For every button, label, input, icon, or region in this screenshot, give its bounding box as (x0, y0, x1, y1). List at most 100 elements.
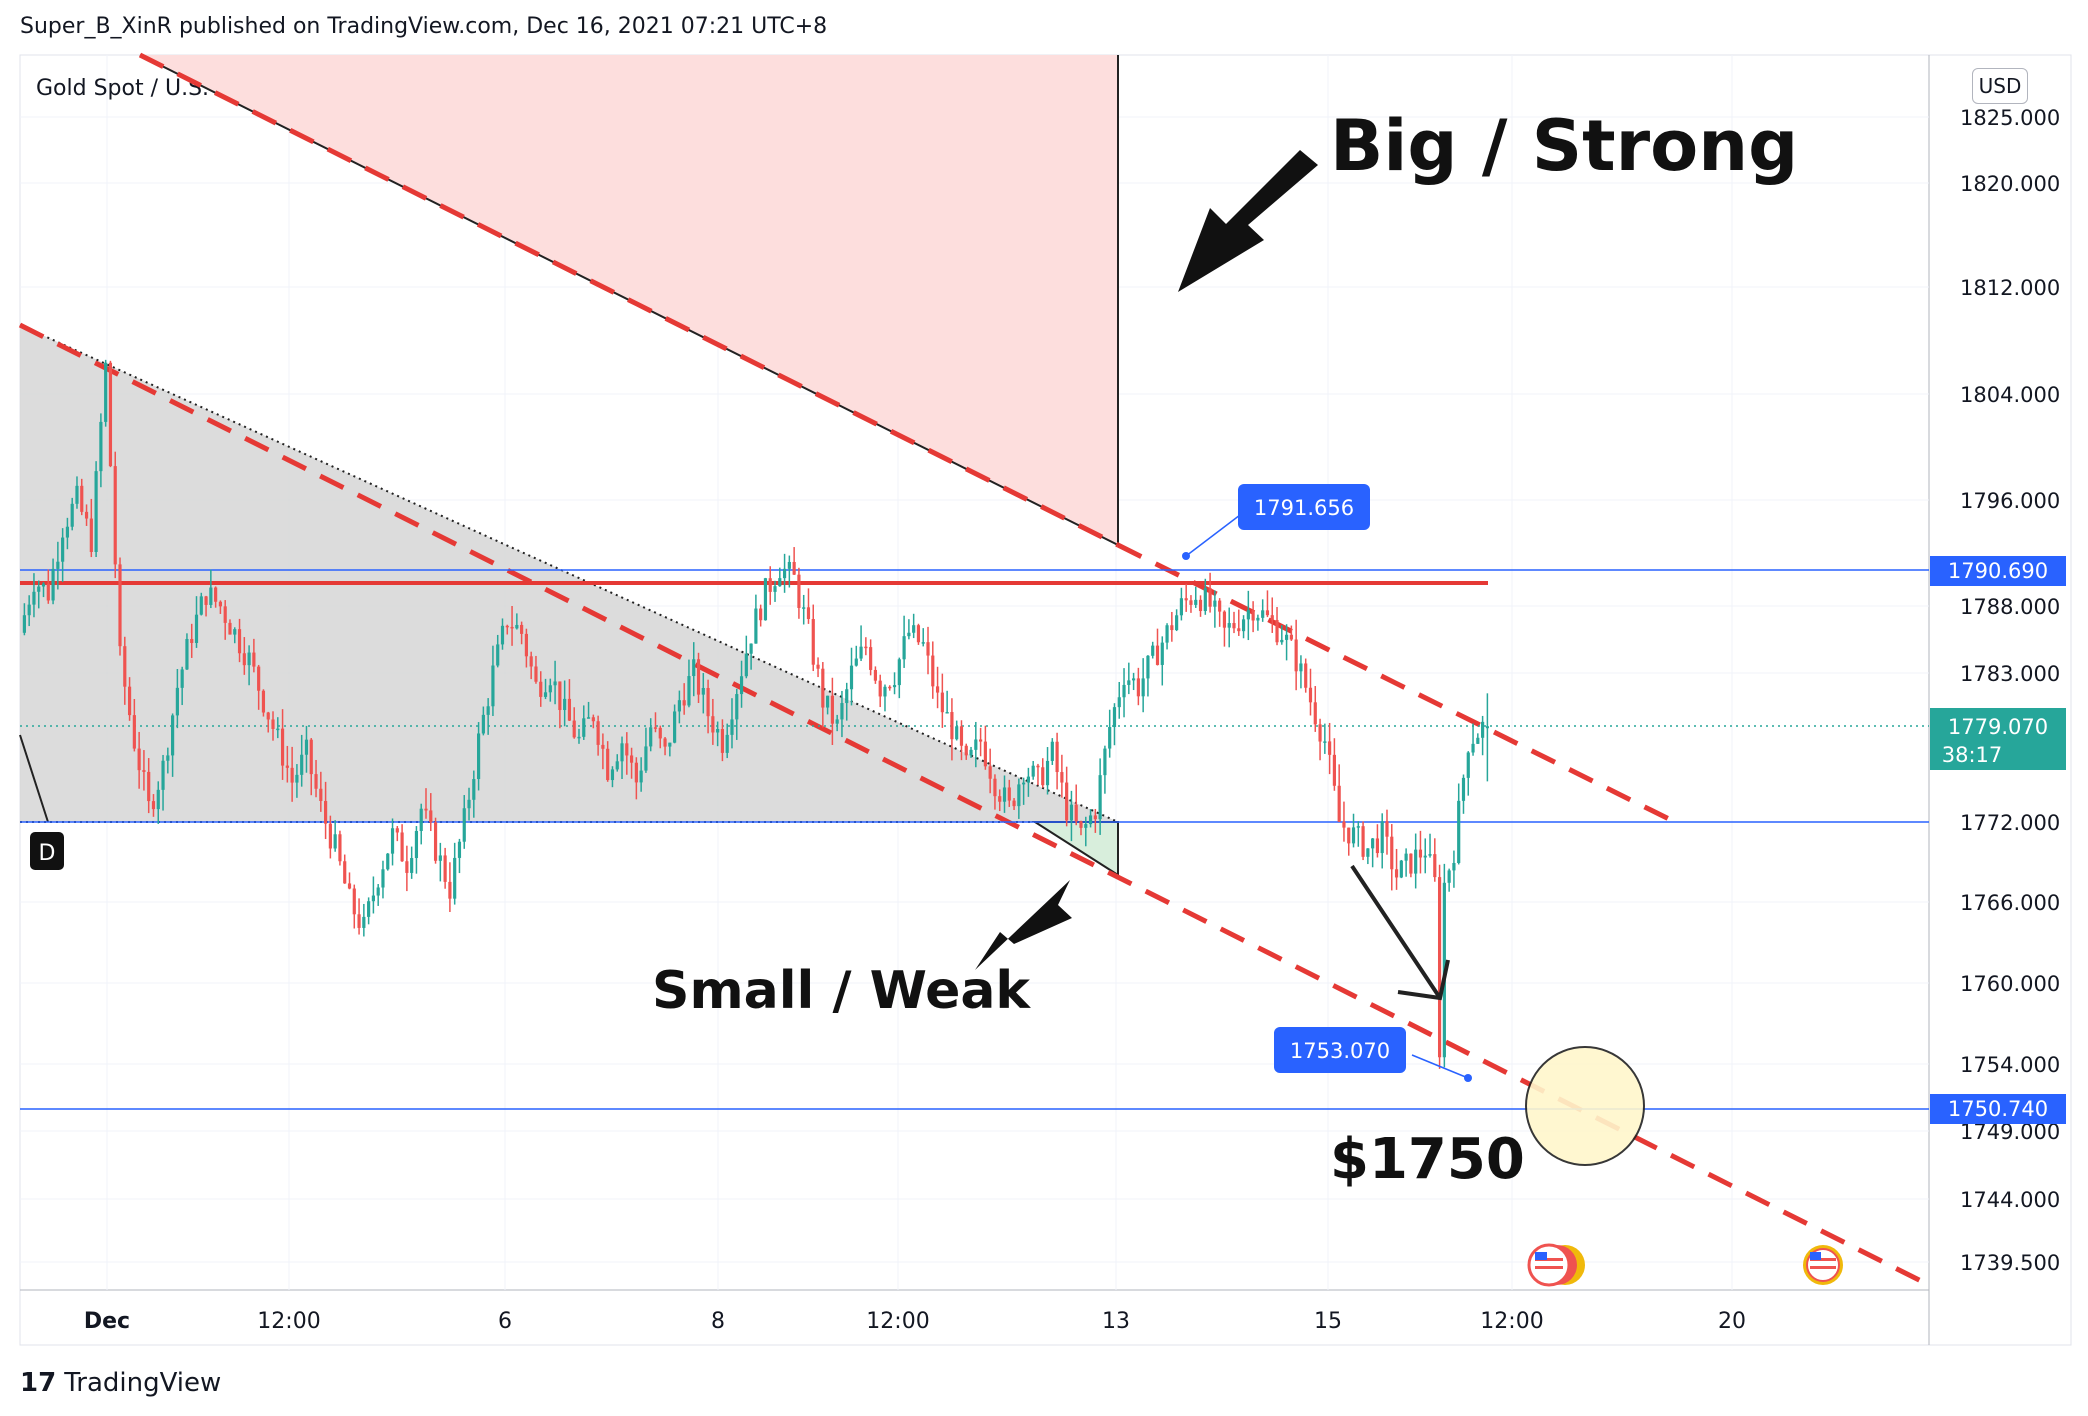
symbol-legend: Gold Spot / U.S. Dollar, 1h, OANDA 1779.… (36, 76, 750, 101)
candle-body (706, 687, 710, 717)
countdown-tag: 38:17 (1942, 743, 2003, 767)
candle-body (1394, 869, 1399, 878)
candle-body (1031, 765, 1035, 777)
candle-body (539, 681, 543, 697)
candle-body (1203, 588, 1207, 612)
candle-body (304, 739, 309, 755)
candle-body (381, 869, 385, 888)
big-strong-label: Big / Strong (1330, 105, 1798, 187)
candle-body (902, 636, 906, 660)
candle-body (673, 711, 677, 743)
candle-body (596, 721, 600, 745)
legend-price: 1779.070 (434, 76, 540, 101)
candle-body (1088, 815, 1093, 825)
candle-body (1280, 639, 1284, 643)
candle-body (1371, 838, 1375, 849)
x-tick-label: 12:00 (257, 1309, 320, 1334)
candle-body (147, 771, 151, 802)
candle-body (1122, 684, 1126, 698)
candle-body (142, 770, 146, 772)
candle-body (1146, 655, 1150, 679)
candle-body (1409, 853, 1413, 874)
candle-body (1452, 862, 1456, 871)
candle-body (1022, 782, 1026, 785)
candle-body (132, 715, 136, 749)
candle-body (1284, 634, 1289, 640)
candle-body (410, 858, 414, 873)
candle-body (883, 686, 887, 697)
candle-body (161, 760, 165, 790)
gray-triangle (20, 325, 1118, 822)
tradingview-logo-icon: 17 (20, 1368, 57, 1398)
candle-body (405, 861, 409, 873)
y-tick-label: 1744.000 (1960, 1188, 2060, 1212)
x-tick-label: 15 (1314, 1309, 1342, 1334)
candle-body (1127, 680, 1131, 685)
candle-body (1136, 678, 1140, 697)
candle-body (1318, 724, 1322, 742)
candle-body (763, 578, 768, 621)
session-marker-box (30, 832, 64, 870)
candle-body (854, 658, 858, 666)
candle-body (1366, 848, 1370, 857)
x-tick-label: 12:00 (1480, 1309, 1543, 1334)
candle-body (792, 561, 796, 575)
candle-body (1041, 767, 1045, 786)
candle-body (476, 733, 481, 780)
candle-body (1342, 821, 1346, 828)
price-tag-lower: 1750.740 (1948, 1097, 2048, 1121)
candle-body (84, 511, 89, 519)
symbol-name[interactable]: Gold Spot / U.S. Dollar, 1h, OANDA (36, 76, 418, 101)
candle-body (156, 789, 160, 810)
candle-body (94, 471, 98, 553)
candle-body (457, 841, 462, 858)
candle-body (1390, 836, 1394, 870)
candle-body (1065, 782, 1069, 821)
candle-body (1265, 610, 1270, 616)
candle-body (1074, 804, 1078, 822)
candle-body (1179, 598, 1183, 616)
price-axis: 1825.000 1820.000 1812.000 1804.000 1796.000… (1960, 106, 2060, 1275)
candle-body (663, 738, 667, 747)
y-tick-label: 1825.000 (1960, 106, 2060, 130)
candle-body (65, 526, 70, 538)
tradingview-logo[interactable]: 17 TradingView (20, 1368, 221, 1398)
arrow-big (1178, 150, 1318, 292)
candle-body (1007, 787, 1011, 801)
candle-body (1017, 784, 1021, 807)
candle-body (1308, 687, 1313, 703)
candle-body (453, 857, 457, 899)
candle-body (171, 715, 175, 756)
candle-body (209, 587, 213, 605)
candle-body (826, 695, 830, 708)
candle-body (1103, 748, 1107, 776)
candle-body (682, 700, 686, 706)
candle-body (610, 769, 615, 781)
candle-body (247, 652, 251, 666)
small-weak-label: Small / Weak (652, 961, 1031, 1021)
candle-body (806, 607, 811, 619)
candle-body (553, 681, 557, 686)
candle-body (1442, 882, 1446, 1058)
candle-body (625, 743, 629, 756)
currency-button[interactable]: USD (1972, 68, 2028, 104)
candle-body (75, 485, 79, 504)
candle-body (376, 887, 380, 896)
candle-body (921, 642, 925, 644)
candle-body (653, 727, 658, 729)
candle-body (687, 676, 691, 706)
low-label-box (1274, 1027, 1406, 1073)
candle-body (849, 665, 854, 690)
candle-body (543, 692, 548, 697)
candle-body (32, 591, 36, 605)
candle-body (759, 608, 763, 621)
candle-body (935, 686, 940, 693)
candle-body (352, 888, 356, 915)
candle-body (926, 642, 930, 656)
candle-body (1227, 623, 1231, 628)
candle-body (433, 822, 438, 861)
publish-header: Super_B_XinR published on TradingView.co… (20, 14, 828, 39)
candle-body (395, 828, 399, 833)
candle-body (295, 774, 299, 783)
